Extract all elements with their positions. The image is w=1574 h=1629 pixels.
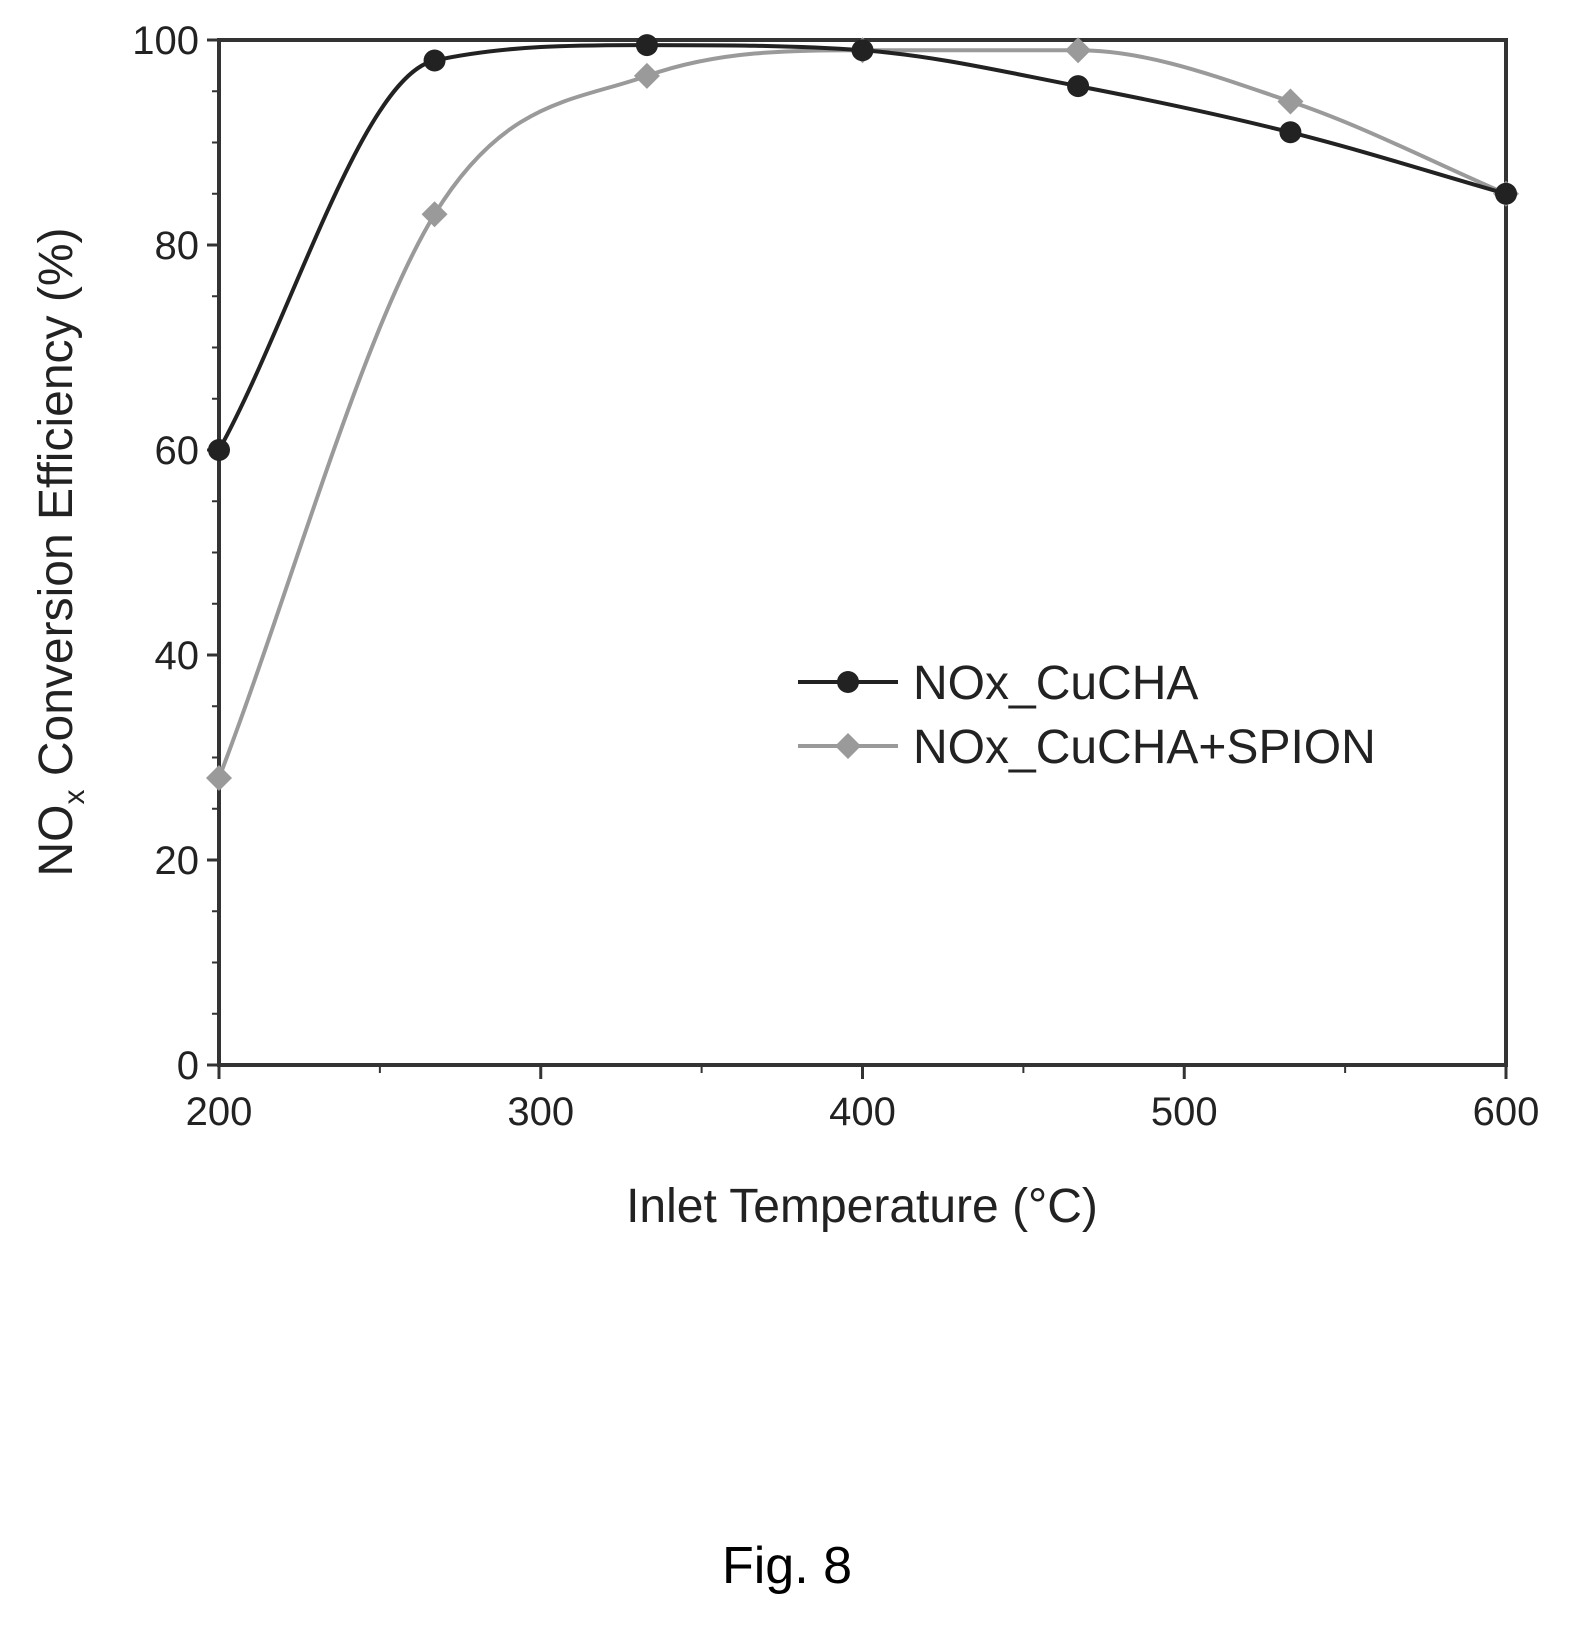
x-tick-label: 300 [507, 1090, 574, 1134]
data-point-cucha [1495, 182, 1517, 205]
legend-marker-cucha-spion [835, 733, 861, 759]
data-point-cucha-spion [1277, 88, 1304, 115]
data-point-cucha-spion [633, 62, 660, 89]
data-point-cucha [851, 39, 874, 62]
y-tick-label: 80 [155, 224, 200, 268]
x-tick-label: 200 [186, 1090, 253, 1134]
x-tick-label: 400 [829, 1090, 896, 1134]
data-point-cucha-spion [206, 765, 232, 791]
series-layer [206, 34, 1519, 791]
legend-marker-cucha [837, 671, 859, 693]
series-cucha-spion [206, 37, 1519, 791]
y-axis-title-rest: Conversion Efficiency (%) [30, 228, 83, 790]
y-axis-tick-labels: 0 20 40 60 80 100 [132, 19, 199, 1088]
y-axis-title-subscript: x [58, 789, 91, 804]
x-tick-label: 600 [1473, 1090, 1540, 1134]
data-point-cucha [1279, 121, 1302, 144]
legend-label-cucha: NOx_CuCHA [913, 657, 1198, 710]
plot-frame [217, 38, 1508, 1067]
series-line-cucha-spion [217, 48, 1507, 779]
y-tick-label: 40 [155, 634, 200, 678]
data-point-cucha [1067, 75, 1090, 98]
series-line-cucha [217, 43, 1507, 451]
x-axis-ticks [217, 1065, 1508, 1079]
data-point-cucha [423, 49, 446, 72]
y-tick-label: 20 [155, 839, 200, 883]
data-point-cucha-spion [1065, 37, 1092, 64]
data-point-cucha-spion [421, 201, 448, 228]
y-axis-ticks [207, 38, 219, 1067]
y-tick-label: 100 [132, 19, 199, 63]
series-cucha [208, 34, 1517, 461]
plot-area-border [217, 38, 1508, 1067]
legend: NOx_CuCHA NOx_CuCHA+SPION [798, 657, 1376, 774]
x-axis-title: Inlet Temperature (°C) [626, 1180, 1098, 1233]
figure-caption: Fig. 8 [721, 1537, 853, 1595]
data-point-cucha [635, 34, 658, 57]
y-axis-title-main: NO [30, 804, 83, 876]
y-tick-label: 60 [155, 429, 200, 473]
y-axis-title: NOx Conversion Efficiency (%) [30, 228, 91, 877]
y-tick-label: 0 [177, 1044, 199, 1088]
x-axis-tick-labels: 200 300 400 500 600 [186, 1090, 1540, 1134]
legend-label-cucha-spion: NOx_CuCHA+SPION [913, 721, 1376, 774]
x-tick-label: 500 [1151, 1090, 1218, 1134]
data-point-cucha [208, 439, 230, 461]
